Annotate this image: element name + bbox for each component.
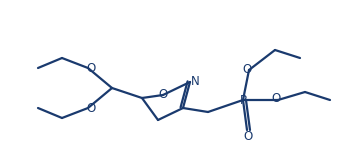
Text: O: O: [159, 89, 168, 101]
Text: O: O: [87, 101, 96, 115]
Text: N: N: [191, 75, 199, 87]
Text: P: P: [240, 93, 247, 107]
Text: O: O: [272, 93, 281, 105]
Text: O: O: [243, 63, 252, 75]
Text: O: O: [87, 61, 96, 75]
Text: O: O: [243, 130, 253, 142]
